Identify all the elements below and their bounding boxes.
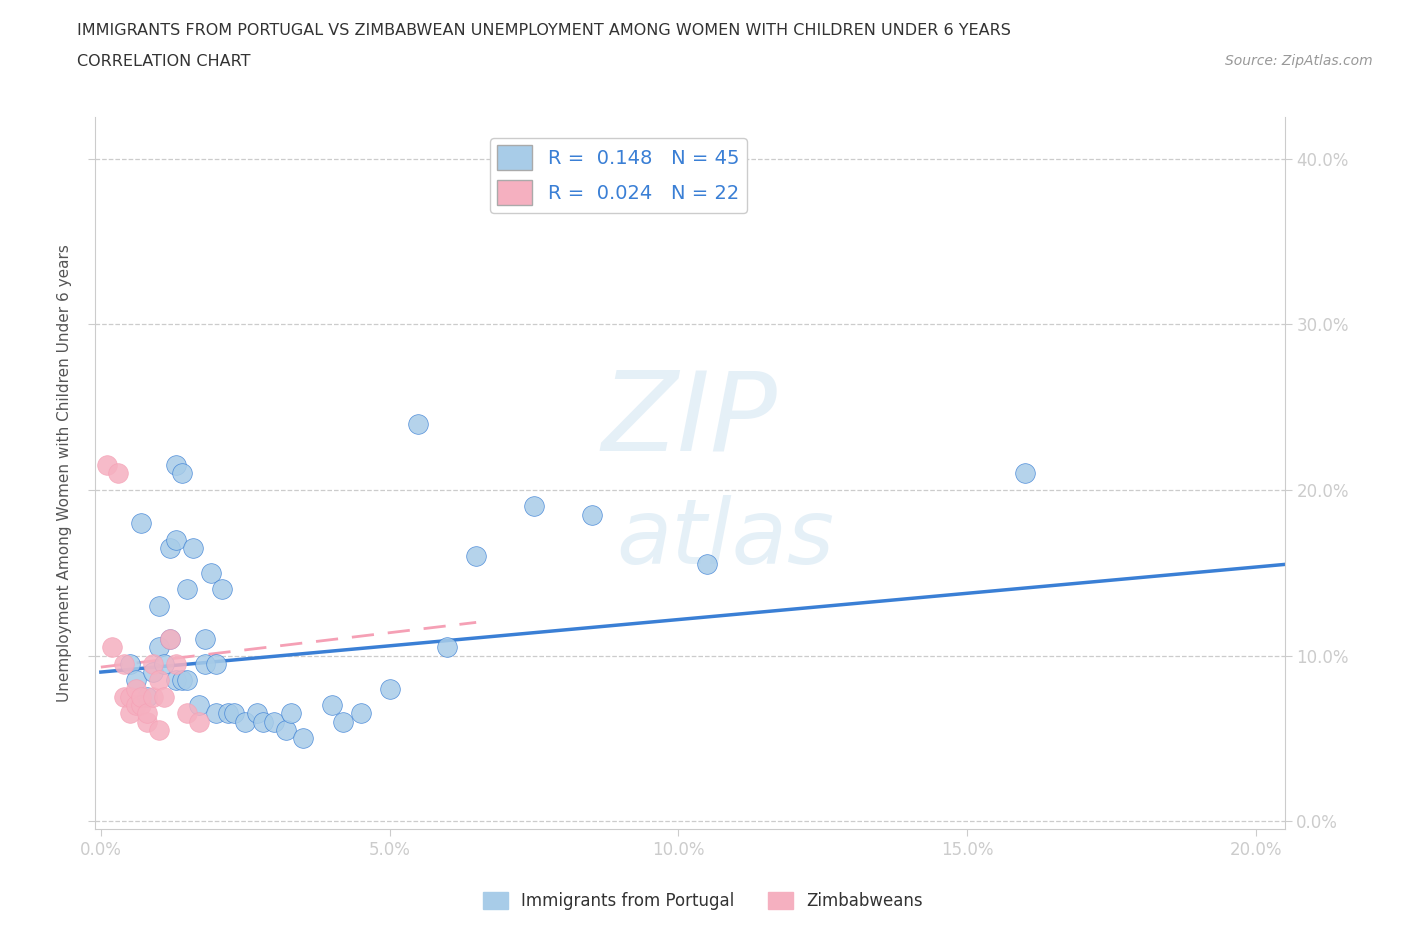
Point [159,540,181,555]
Point [165,532,187,547]
Point [246,706,269,721]
Point [581,507,603,522]
Point [118,657,141,671]
Text: Source: ZipAtlas.com: Source: ZipAtlas.com [1225,54,1372,68]
Legend: R =  0.148   N = 45, R =  0.024   N = 22: R = 0.148 N = 45, R = 0.024 N = 22 [489,138,747,213]
Point [136,714,159,729]
Point [159,631,181,646]
Point [118,689,141,704]
Text: CORRELATION CHART: CORRELATION CHART [77,54,250,69]
Point [280,706,302,721]
Point [233,714,256,729]
Point [176,582,198,597]
Point [1014,466,1036,481]
Point [112,657,135,671]
Point [148,598,170,613]
Point [142,657,165,671]
Point [205,657,228,671]
Point [148,673,170,688]
Point [153,657,176,671]
Point [101,640,124,655]
Point [211,582,233,597]
Point [153,689,176,704]
Point [142,665,165,680]
Point [142,689,165,704]
Point [274,723,297,737]
Point [129,698,152,712]
Point [188,698,211,712]
Point [165,673,187,688]
Point [205,706,228,721]
Point [321,698,343,712]
Point [188,714,211,729]
Point [136,689,159,704]
Point [148,723,170,737]
Point [129,515,152,530]
Point [112,689,135,704]
Point [165,657,187,671]
Point [194,657,217,671]
Point [263,714,285,729]
Text: atlas: atlas [616,495,835,583]
Point [107,466,129,481]
Point [176,673,198,688]
Point [124,698,146,712]
Point [96,458,118,472]
Legend: Immigrants from Portugal, Zimbabweans: Immigrants from Portugal, Zimbabweans [477,885,929,917]
Point [170,673,193,688]
Point [350,706,373,721]
Point [332,714,354,729]
Point [465,549,488,564]
Point [523,499,546,514]
Point [222,706,245,721]
Point [170,466,193,481]
Point [159,631,181,646]
Point [148,640,170,655]
Point [124,681,146,696]
Point [696,557,718,572]
Point [291,731,314,746]
Point [252,714,274,729]
Point [217,706,239,721]
Point [436,640,458,655]
Point [194,631,217,646]
Point [118,706,141,721]
Point [165,458,187,472]
Point [176,706,198,721]
Point [181,540,204,555]
Point [200,565,222,580]
Point [378,681,401,696]
Y-axis label: Unemployment Among Women with Children Under 6 years: Unemployment Among Women with Children U… [58,245,72,702]
Point [124,673,146,688]
Point [408,417,430,432]
Point [136,706,159,721]
Point [129,689,152,704]
Text: IMMIGRANTS FROM PORTUGAL VS ZIMBABWEAN UNEMPLOYMENT AMONG WOMEN WITH CHILDREN UN: IMMIGRANTS FROM PORTUGAL VS ZIMBABWEAN U… [77,23,1011,38]
Text: ZIP: ZIP [602,366,778,473]
